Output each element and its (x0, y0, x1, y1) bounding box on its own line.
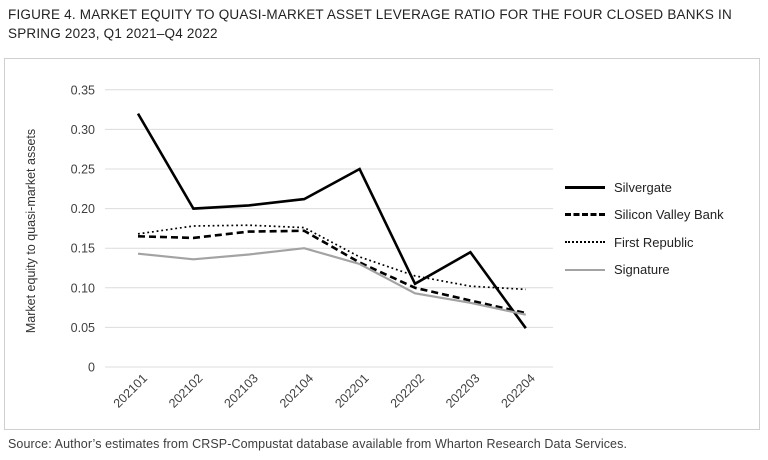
legend-item-signature: Signature (565, 261, 724, 279)
y-axis-title: Market equity to quasi-market assets (24, 129, 38, 333)
chart-svg: 0.35 0.30 0.25 0.20 0.15 0.10 0.05 0 Market equi… (24, 83, 553, 411)
legend-label: Silicon Valley Bank (614, 207, 724, 222)
series-line-signature (137, 247, 527, 316)
x-tick-label: 202102 (166, 371, 205, 410)
legend-label: Signature (614, 262, 670, 277)
legend-item-silicon-valley-bank: Silicon Valley Bank (565, 206, 724, 224)
legend-swatch-gray-line-icon (565, 268, 605, 271)
x-tick-label: 202204 (499, 371, 538, 410)
y-tick-label: 0.10 (71, 281, 95, 295)
y-tick-label: 0 (88, 361, 95, 375)
x-tick-label: 202101 (111, 371, 150, 410)
x-tick-label: 202103 (222, 371, 261, 410)
legend-item-first-republic: First Republic (565, 233, 724, 251)
y-tick-label: 0.05 (71, 321, 95, 335)
legend-label: Silvergate (614, 179, 672, 195)
series-line-silicon-valley-bank (137, 229, 527, 315)
legend-item-silvergate: Silvergate (565, 178, 724, 196)
y-tick-label: 0.15 (71, 242, 95, 256)
x-tick-label: 202201 (332, 371, 371, 410)
figure-title-line2: SPRING 2023, Q1 2021–Q4 2022 (8, 26, 218, 41)
legend-swatch-solid-line-icon (565, 185, 605, 189)
chart-legend: Silvergate Silicon Valley Bank First Rep… (565, 178, 724, 279)
y-tick-label: 0.35 (71, 83, 95, 97)
x-tick-label: 202104 (277, 371, 316, 410)
legend-swatch-dashed-line-icon (565, 213, 605, 216)
y-tick-label: 0.30 (71, 123, 95, 137)
series-line-silvergate (136, 112, 527, 329)
figure-title-line1: FIGURE 4. MARKET EQUITY TO QUASI-MARKET … (8, 7, 732, 22)
y-tick-label: 0.25 (71, 163, 95, 177)
legend-swatch-dotted-line-icon (565, 241, 605, 243)
legend-label: First Republic (614, 234, 694, 250)
chart-frame: 0.35 0.30 0.25 0.20 0.15 0.10 0.05 0 Market equi… (4, 58, 760, 430)
figure-title: FIGURE 4. MARKET EQUITY TO QUASI-MARKET … (8, 5, 732, 43)
source-note: Source: Author’s estimates from CRSP-Com… (8, 437, 628, 451)
x-tick-label: 202202 (388, 371, 427, 410)
series-line-first-republic (137, 224, 526, 291)
y-tick-label: 0.20 (71, 202, 95, 216)
x-tick-label: 202203 (443, 371, 482, 410)
